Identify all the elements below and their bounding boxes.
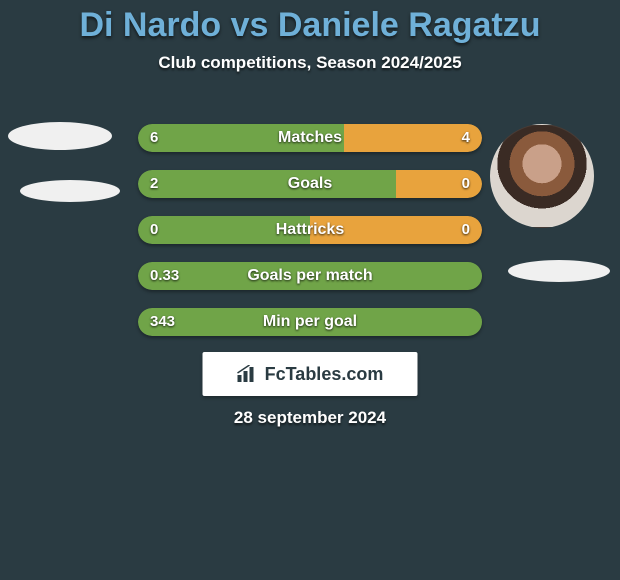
stat-label: Min per goal [138,308,482,336]
stat-row: 00Hattricks [138,216,482,244]
page-title: Di Nardo vs Daniele Ragatzu [0,0,620,45]
player-left-avatar-placeholder-1 [8,122,112,150]
bars-icon [237,365,259,383]
stat-label: Matches [138,124,482,152]
player-right-avatar-placeholder [508,260,610,282]
comparison-bars: 64Matches 20Goals 00Hattricks 0.33Goals per… [138,124,482,354]
brand-text: FcTables.com [265,364,384,385]
stat-label: Hattricks [138,216,482,244]
stat-row: 20Goals [138,170,482,198]
player-left-avatar-placeholder-2 [20,180,120,202]
stat-label: Goals per match [138,262,482,290]
stat-row: 0.33Goals per match [138,262,482,290]
stat-row: 64Matches [138,124,482,152]
player-right-avatar [490,124,594,228]
stat-label: Goals [138,170,482,198]
date-line: 28 september 2024 [0,408,620,428]
subtitle: Club competitions, Season 2024/2025 [0,53,620,73]
brand-badge: FcTables.com [203,352,418,396]
stat-row: 343Min per goal [138,308,482,336]
